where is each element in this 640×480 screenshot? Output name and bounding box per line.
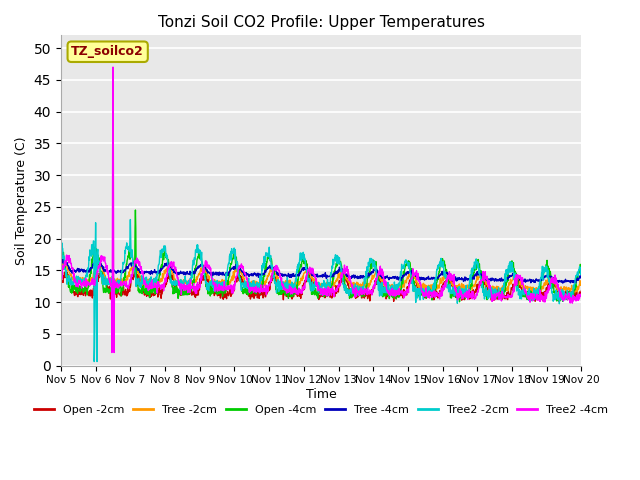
Open -2cm (131, 267, 139, 273)
Tree2 -4cm (577, 291, 585, 297)
Line: Tree -2cm: Tree -2cm (61, 261, 581, 292)
Open -2cm (57, 278, 65, 284)
Open -4cm (516, 294, 524, 300)
Tree2 -4cm (516, 273, 524, 278)
Tree2 -2cm (161, 248, 168, 253)
Open -4cm (402, 262, 410, 267)
Line: Tree2 -2cm: Tree2 -2cm (61, 219, 581, 361)
Tree -4cm (173, 271, 181, 277)
Tree2 -4cm (173, 276, 181, 281)
Tree -4cm (402, 270, 410, 276)
Tree2 -2cm (173, 282, 181, 288)
Tree -2cm (232, 269, 239, 275)
Text: TZ_soilco2: TZ_soilco2 (71, 45, 144, 58)
Tree2 -4cm (161, 281, 168, 287)
Tree -4cm (559, 280, 566, 286)
Tree2 -2cm (127, 216, 134, 222)
Open -4cm (173, 285, 181, 291)
Tree2 -2cm (577, 270, 585, 276)
Open -2cm (173, 288, 181, 294)
Open -4cm (577, 265, 585, 271)
Tree -4cm (161, 264, 168, 270)
Y-axis label: Soil Temperature (C): Soil Temperature (C) (15, 136, 28, 265)
Tree -4cm (516, 277, 524, 283)
Tree -2cm (62, 258, 70, 264)
Tree -2cm (571, 289, 579, 295)
Tree -2cm (57, 268, 65, 274)
Tree -4cm (57, 260, 65, 265)
Tree -4cm (232, 266, 239, 272)
Tree2 -2cm (403, 257, 410, 263)
Line: Open -2cm: Open -2cm (61, 270, 581, 301)
Open -2cm (232, 279, 239, 285)
Tree2 -2cm (516, 293, 524, 299)
Open -2cm (403, 291, 410, 297)
Tree -4cm (59, 256, 67, 262)
Tree2 -4cm (57, 278, 65, 284)
Tree2 -4cm (403, 288, 410, 293)
Legend: Open -2cm, Tree -2cm, Open -4cm, Tree -4cm, Tree2 -2cm, Tree2 -4cm: Open -2cm, Tree -2cm, Open -4cm, Tree -4… (29, 401, 612, 420)
Tree -4cm (577, 275, 585, 281)
Open -4cm (57, 252, 65, 257)
Tree2 -4cm (108, 349, 116, 355)
Tree -2cm (402, 279, 410, 285)
Open -2cm (161, 282, 168, 288)
Tree2 -4cm (470, 296, 478, 302)
Open -2cm (516, 283, 524, 288)
Open -4cm (132, 207, 140, 213)
Open -2cm (577, 288, 585, 294)
Tree -2cm (470, 284, 478, 289)
Line: Tree2 -4cm: Tree2 -4cm (61, 67, 581, 352)
Tree2 -2cm (57, 242, 65, 248)
Open -4cm (456, 299, 463, 305)
Tree -4cm (470, 276, 478, 282)
Open -4cm (470, 263, 478, 269)
Tree -2cm (173, 281, 181, 287)
X-axis label: Time: Time (306, 388, 337, 401)
Open -4cm (161, 252, 168, 257)
Open -2cm (390, 299, 397, 304)
Line: Tree -4cm: Tree -4cm (61, 259, 581, 283)
Tree2 -4cm (232, 276, 239, 282)
Tree2 -2cm (470, 259, 478, 265)
Open -4cm (232, 255, 239, 261)
Title: Tonzi Soil CO2 Profile: Upper Temperatures: Tonzi Soil CO2 Profile: Upper Temperatur… (157, 15, 484, 30)
Line: Open -4cm: Open -4cm (61, 210, 581, 302)
Tree2 -2cm (90, 359, 98, 364)
Tree -2cm (577, 281, 585, 287)
Open -2cm (470, 290, 478, 296)
Tree -2cm (516, 282, 524, 288)
Tree2 -2cm (232, 255, 239, 261)
Tree2 -4cm (109, 64, 117, 70)
Tree -2cm (161, 267, 168, 273)
